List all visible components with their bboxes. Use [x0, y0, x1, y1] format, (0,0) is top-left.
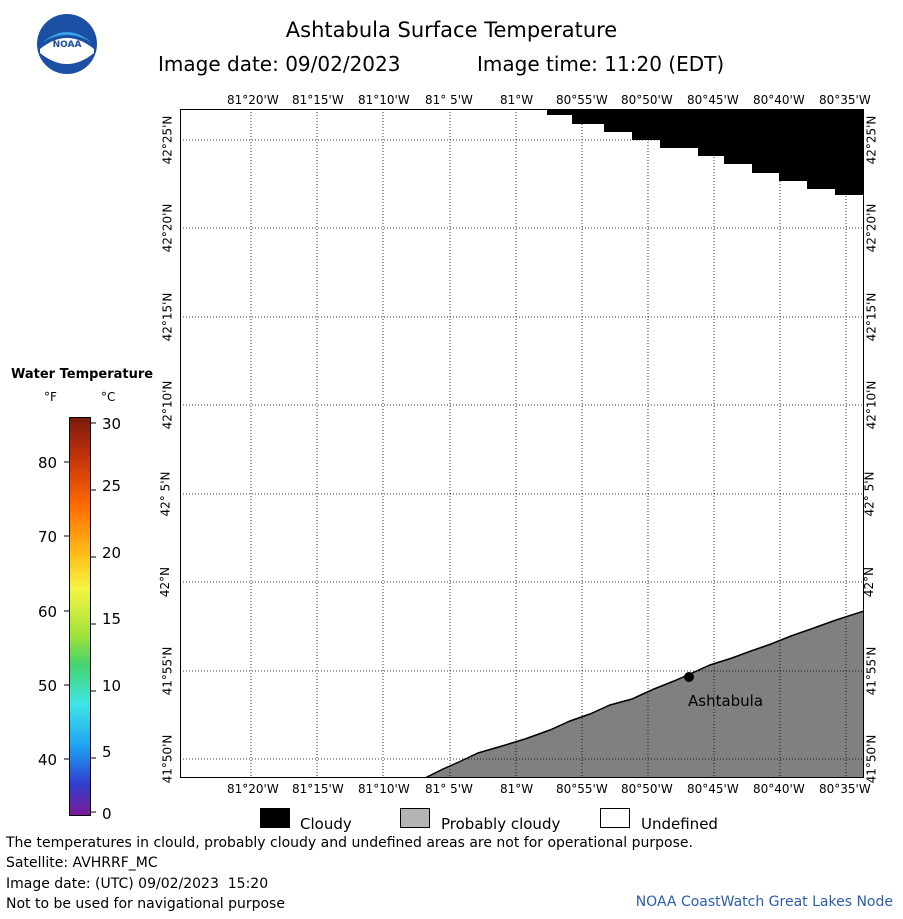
lon-label-top: 81° 5'W: [425, 93, 473, 107]
lat-label-right: 42°10'N: [864, 380, 879, 430]
lat-label-right: 42°N: [862, 566, 877, 598]
lat-label-left: 42°15'N: [160, 292, 175, 342]
tick-c: 10: [102, 677, 122, 695]
probably-cloudy-label: Probably cloudy: [441, 815, 561, 833]
lon-label-bottom: 81°20'W: [227, 782, 279, 796]
tick-f: 80: [38, 454, 58, 472]
cloudy-swatch: [260, 808, 290, 828]
unit-fahrenheit: °F: [44, 390, 57, 404]
utc-date-text: Image date: (UTC) 09/02/2023 15:20: [6, 876, 269, 892]
lon-label-top: 80°50'W: [621, 93, 673, 107]
lat-label-left: 42°N: [158, 566, 173, 598]
lat-label-left: 42°20'N: [160, 203, 175, 253]
lon-label-bottom: 80°50'W: [621, 782, 673, 796]
noaa-logo: NOAA: [36, 13, 98, 75]
tick-c: 30: [102, 415, 122, 433]
lat-label-right: 41°55'N: [864, 646, 879, 696]
lat-label-right: 41°50'N: [864, 734, 879, 784]
unit-celsius: °C: [101, 390, 116, 404]
lon-label-top: 80°45'W: [687, 93, 739, 107]
undefined-label: Undefined: [641, 815, 718, 833]
tick-c: 25: [102, 477, 122, 495]
disclaimer-text: The temperatures in clould, probably clo…: [6, 835, 693, 851]
lat-label-right: 42°15'N: [864, 292, 879, 342]
lon-label-top: 80°35'W: [819, 93, 871, 107]
color-bar: [69, 417, 91, 816]
lat-label-left: 41°50'N: [160, 734, 175, 784]
city-marker: [684, 672, 694, 682]
color-bar-ticks: [64, 422, 96, 813]
tick-f: 50: [38, 677, 58, 695]
tick-f: 70: [38, 528, 58, 546]
lat-label-left: 42°10'N: [160, 380, 175, 430]
lat-label-left: 42°25'N: [160, 115, 175, 165]
map-panel: Ashtabula: [180, 109, 864, 778]
page-title: Ashtabula Surface Temperature: [285, 18, 618, 42]
cloudy-label: Cloudy: [300, 815, 352, 833]
lon-label-bottom: 80°55'W: [556, 782, 608, 796]
lon-label-top: 80°55'W: [556, 93, 608, 107]
navigation-warning: Not to be used for navigational purpose: [6, 896, 285, 912]
logo-text: NOAA: [53, 40, 82, 50]
lon-label-top: 81°W: [500, 93, 534, 107]
lon-label-bottom: 81° 5'W: [425, 782, 473, 796]
lon-label-top: 81°10'W: [358, 93, 410, 107]
tick-c: 20: [102, 544, 122, 562]
land-area: [424, 610, 864, 778]
tick-c: 0: [102, 805, 112, 823]
image-time-label: Image time: 11:20 (EDT): [477, 52, 725, 76]
lon-label-top: 80°40'W: [753, 93, 805, 107]
tick-f: 40: [38, 751, 58, 769]
tick-c: 5: [102, 743, 112, 761]
tick-f: 60: [38, 603, 58, 621]
lon-label-bottom: 80°40'W: [753, 782, 805, 796]
image-date-label: Image date: 09/02/2023: [158, 52, 401, 76]
lon-label-bottom: 81°15'W: [292, 782, 344, 796]
lat-label-right: 42°25'N: [864, 115, 879, 165]
lat-label-right: 42°20'N: [864, 203, 879, 253]
lon-label-top: 81°20'W: [227, 93, 279, 107]
legend-title: Water Temperature: [11, 367, 154, 382]
coastline: [424, 607, 864, 776]
probably-cloudy-swatch: [400, 808, 430, 828]
lon-label-bottom: 81°W: [500, 782, 534, 796]
lat-label-left: 42° 5'N: [158, 471, 173, 517]
tick-c: 15: [102, 610, 122, 628]
graticule: [180, 109, 864, 778]
lat-label-right: 42° 5'N: [862, 471, 877, 517]
lon-label-bottom: 80°35'W: [819, 782, 871, 796]
lon-label-bottom: 81°10'W: [358, 782, 410, 796]
credit-text: NOAA CoastWatch Great Lakes Node: [635, 894, 893, 910]
city-label: Ashtabula: [688, 692, 763, 710]
map-frame: [180, 109, 864, 778]
lon-label-bottom: 80°45'W: [687, 782, 739, 796]
lat-label-left: 41°55'N: [160, 646, 175, 696]
lon-label-top: 81°15'W: [292, 93, 344, 107]
undefined-swatch: [600, 808, 630, 828]
cloudy-area: [547, 109, 864, 195]
satellite-text: Satellite: AVHRRF_MC: [6, 855, 158, 871]
